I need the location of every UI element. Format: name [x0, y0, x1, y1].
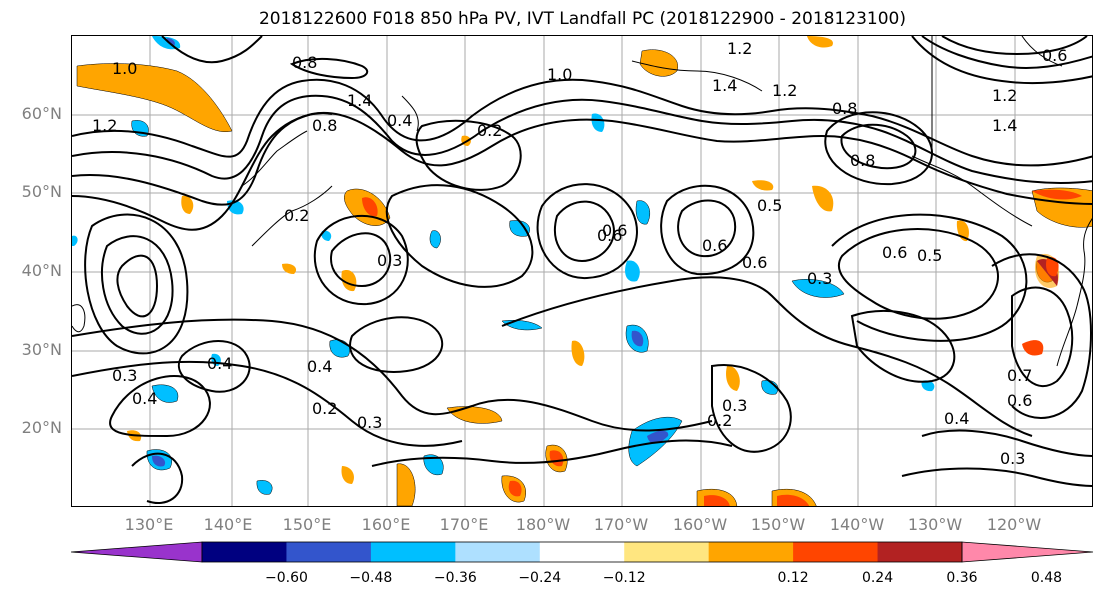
coastlines — [72, 36, 1092, 367]
lat-label-40n: 40°N — [21, 261, 62, 280]
lat-label-50n: 50°N — [21, 182, 62, 201]
colorbar-segment — [624, 542, 710, 562]
contour-label: 0.3 — [377, 251, 402, 270]
contour-label: 0.6 — [1007, 391, 1032, 410]
colorbar-segment — [370, 542, 456, 562]
contour-label: 1.2 — [772, 81, 797, 100]
colorbar-tick-label: −0.48 — [349, 570, 393, 586]
colorbar-tick-label: 0.12 — [777, 570, 809, 586]
lon-label: 160°W — [672, 515, 728, 534]
map-canvas: 1.0 0.8 1.0 1.2 1.2 1.4 1.2 0.8 1.4 1.2 … — [72, 36, 1092, 506]
colorbar-segment — [455, 542, 541, 562]
lon-label: 130°W — [907, 515, 963, 534]
colorbar-segment — [202, 542, 287, 562]
contour-label: 1.0 — [547, 65, 572, 84]
lon-label: 180°W — [515, 515, 571, 534]
contour-labels: 1.0 0.8 1.0 1.2 1.2 1.4 1.2 0.8 1.4 1.2 … — [92, 39, 1067, 468]
contour-label: 1.2 — [992, 86, 1017, 105]
contour-label: 0.6 — [882, 243, 907, 262]
contour-label: 0.5 — [757, 196, 782, 215]
colorbar-tick-label: −0.12 — [602, 570, 646, 586]
contour-label: 0.5 — [917, 246, 942, 265]
colorbar-outline — [201, 541, 963, 563]
lon-label: 120°W — [986, 515, 1042, 534]
contour-label: 0.6 — [742, 253, 767, 272]
map-panel: 1.0 0.8 1.0 1.2 1.2 1.4 1.2 0.8 1.4 1.2 … — [71, 35, 1093, 507]
ivt-shading — [72, 36, 1092, 506]
contour-label: 1.2 — [727, 39, 752, 58]
contour-label: 0.4 — [132, 389, 157, 408]
contour-label: 0.8 — [312, 116, 337, 135]
colorbar-tick-label: −0.60 — [264, 570, 308, 586]
graticule — [72, 36, 1092, 506]
colorbar-tick-label: −0.36 — [433, 570, 477, 586]
contour-label: 1.0 — [112, 59, 137, 78]
contour-label: 0.2 — [284, 206, 309, 225]
contour-label: 0.4 — [944, 409, 969, 428]
colorbar-tick-label: 0.36 — [946, 570, 978, 586]
contour-label: 0.2 — [477, 121, 502, 140]
contour-label: 0.3 — [357, 413, 382, 432]
lat-label-20n: 20°N — [21, 418, 62, 437]
contour-label: 0.2 — [312, 399, 337, 418]
contour-label: 1.4 — [992, 116, 1017, 135]
colorbar-segment — [539, 542, 625, 562]
colorbar-segment — [286, 542, 372, 562]
colorbar-extend-low — [71, 541, 203, 563]
contour-label: 0.6 — [597, 226, 622, 245]
contour-label: 0.6 — [1042, 46, 1067, 65]
contour-label: 0.8 — [832, 99, 857, 118]
colorbar-segment — [708, 542, 794, 562]
lon-label: 150°W — [750, 515, 806, 534]
colorbar-segments — [71, 541, 1094, 563]
contour-label: 0.6 — [702, 236, 727, 255]
contour-label: 1.4 — [347, 91, 372, 110]
lat-label-30n: 30°N — [21, 340, 62, 359]
colorbar-tick-label: 0.48 — [1030, 570, 1063, 586]
lon-label: 140°W — [829, 515, 885, 534]
contour-label: 0.4 — [207, 354, 232, 373]
colorbar-tick-label: −0.24 — [518, 570, 562, 586]
pv-contours — [72, 36, 1092, 504]
lon-label: 160°E — [361, 515, 411, 534]
contour-label: 0.7 — [1007, 366, 1032, 385]
contour-label: 0.8 — [292, 53, 317, 72]
contour-label: 0.3 — [722, 396, 747, 415]
contour-label: 0.4 — [307, 357, 332, 376]
contour-label: 0.8 — [850, 151, 875, 170]
contour-label: 1.4 — [712, 76, 737, 95]
colorbar — [71, 541, 1094, 563]
lon-label: 150°E — [282, 515, 332, 534]
contour-label: 0.6 — [602, 221, 627, 240]
lon-label: 170°E — [439, 515, 489, 534]
lat-label-60n: 60°N — [21, 104, 62, 123]
colorbar-tick-label: 0.24 — [861, 570, 894, 586]
contour-label: 0.3 — [1000, 449, 1025, 468]
contour-label: 0.2 — [707, 411, 732, 430]
lon-label: 170°W — [593, 515, 649, 534]
contour-label: 1.2 — [92, 116, 117, 135]
colorbar-segment — [877, 542, 963, 562]
colorbar-extend-high — [961, 541, 1094, 563]
lon-label: 130°E — [124, 515, 174, 534]
contour-label: 0.3 — [112, 366, 137, 385]
colorbar-segment — [793, 542, 879, 562]
contour-label: 0.4 — [387, 111, 412, 130]
lon-label: 140°E — [203, 515, 253, 534]
map-title: 2018122600 F018 850 hPa PV, IVT Landfall… — [258, 9, 906, 29]
contour-label: 0.3 — [807, 269, 832, 288]
colorbar-tick-label: 0.60 — [1101, 570, 1105, 586]
